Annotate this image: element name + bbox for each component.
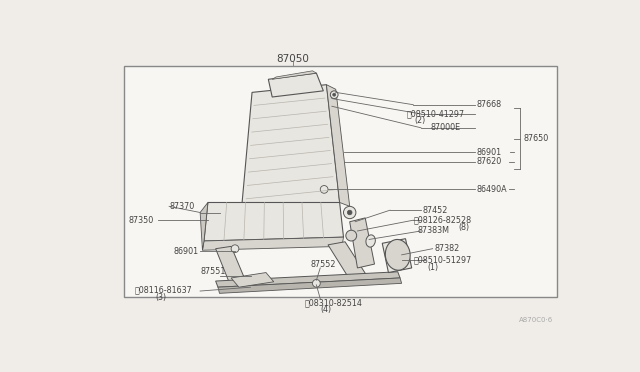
Text: 86901: 86901 [477,148,502,157]
Text: ⒲08126-82528: ⒲08126-82528 [413,216,472,225]
Text: 87383M: 87383M [417,227,449,235]
Polygon shape [204,202,344,241]
Text: 87452: 87452 [422,206,448,215]
Text: (4): (4) [320,305,332,314]
Text: Ⓝ08510-41297: Ⓝ08510-41297 [407,109,465,118]
Circle shape [312,279,320,287]
Bar [124,66,557,297]
Polygon shape [231,273,274,287]
Circle shape [320,186,328,193]
Text: Ⓝ08310-82514: Ⓝ08310-82514 [305,298,363,307]
Text: 87370: 87370 [169,202,195,211]
Polygon shape [202,237,344,250]
Polygon shape [328,242,367,279]
Polygon shape [218,278,402,294]
Text: (1): (1) [428,263,438,272]
Text: 87552: 87552 [311,260,337,269]
Polygon shape [216,246,246,287]
Text: A870C0·6: A870C0·6 [518,317,553,323]
Text: ⒲08116-81637: ⒲08116-81637 [134,285,192,294]
Polygon shape [326,85,349,206]
Ellipse shape [366,235,375,247]
Ellipse shape [385,240,410,270]
Text: 87050: 87050 [276,54,310,64]
Text: Ⓝ08510-51297: Ⓝ08510-51297 [413,256,472,265]
Text: 86901: 86901 [173,247,198,256]
Polygon shape [268,73,323,97]
Text: 87350: 87350 [128,216,154,225]
Polygon shape [241,85,340,212]
Text: 87382: 87382 [435,244,460,253]
Polygon shape [200,202,208,250]
Text: 87551: 87551 [200,267,225,276]
Polygon shape [272,71,316,79]
Text: 87000E: 87000E [430,123,460,132]
Text: (2): (2) [415,116,426,125]
Text: (8): (8) [458,222,469,232]
Text: 87620: 87620 [477,157,502,166]
Polygon shape [216,272,400,287]
Circle shape [231,245,239,253]
Text: 87650: 87650 [524,134,548,143]
Text: 86490A: 86490A [477,185,508,194]
Polygon shape [349,218,374,268]
Polygon shape [382,239,412,273]
Circle shape [333,93,336,96]
Text: 87668: 87668 [477,100,502,109]
Circle shape [330,91,338,99]
Text: (3): (3) [155,293,166,302]
Circle shape [348,210,352,215]
Circle shape [346,230,356,241]
Circle shape [344,206,356,219]
